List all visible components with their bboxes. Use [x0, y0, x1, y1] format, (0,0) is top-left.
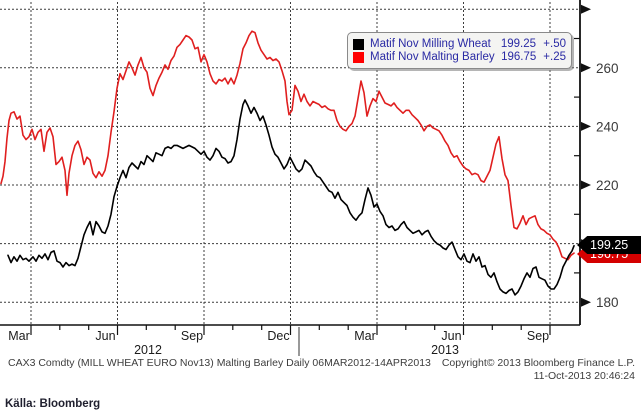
chart-footer: CAX3 Comdty (MILL WHEAT EURO Nov13) Malt… — [8, 357, 635, 369]
series-line-wheat — [7, 99, 575, 296]
wheat-series-label: Matif Nov Milling Wheat — [370, 38, 491, 50]
year-label: 2012 — [134, 343, 162, 357]
y-axis-label: 180 — [596, 295, 619, 310]
y-axis-label: 240 — [596, 119, 619, 134]
x-axis-label: Sep — [181, 329, 203, 343]
x-axis-label: Mar — [8, 329, 30, 343]
legend-row-wheat: Matif Nov Milling Wheat 199.25 +.50 — [353, 38, 566, 50]
print-timestamp: 11-Oct-2013 20:46:24 — [533, 370, 635, 382]
x-axis-label: Jun — [95, 329, 115, 343]
y-axis-arrow-icon — [581, 63, 591, 73]
series-line-barley — [0, 30, 575, 261]
wheat-series-swatch-icon — [353, 38, 364, 50]
x-axis-label: Mar — [354, 329, 376, 343]
legend-row-barley: Matif Nov Malting Barley 196.75 +.25 — [353, 51, 566, 63]
x-axis-label: Sep — [527, 329, 549, 343]
barley-series-value: 196.75 — [501, 51, 537, 63]
y-axis-arrow-icon — [581, 121, 591, 131]
y-axis-arrow-icon — [581, 297, 591, 307]
wheat-series-change: +.50 — [543, 38, 566, 50]
chart-description-text: CAX3 Comdty (MILL WHEAT EURO Nov13) Malt… — [8, 357, 431, 369]
y-axis-arrow-icon — [581, 4, 591, 14]
x-axis-label: Dec — [267, 329, 289, 343]
chart-legend: Matif Nov Milling Wheat 199.25 +.50 Mati… — [347, 32, 572, 69]
barley-series-swatch-icon — [353, 51, 364, 63]
y-axis-label: 260 — [596, 61, 619, 76]
y-axis-label: 220 — [596, 178, 619, 193]
year-label: 2013 — [431, 343, 459, 357]
wheat-series-value: 199.25 — [500, 38, 536, 50]
barley-series-label: Matif Nov Malting Barley — [370, 51, 495, 63]
barley-series-change: +.25 — [543, 51, 566, 63]
x-axis-label: Jun — [441, 329, 461, 343]
wheat-last-price-tag: 199.25 — [577, 236, 641, 254]
source-attribution: Källa: Bloomberg — [5, 398, 101, 410]
y-axis-arrow-icon — [581, 180, 591, 190]
copyright-text: Copyright© 2013 Bloomberg Finance L.P. — [441, 357, 635, 369]
